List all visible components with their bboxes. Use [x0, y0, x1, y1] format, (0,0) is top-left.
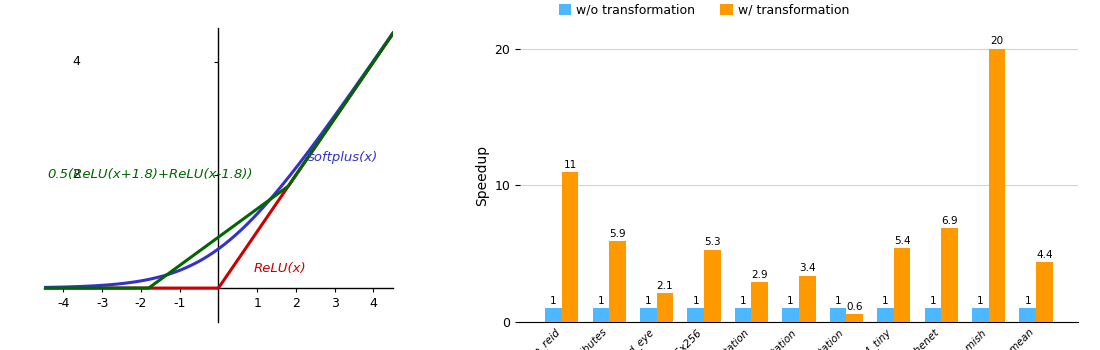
Text: 1: 1: [977, 296, 983, 306]
Bar: [925, 308, 942, 322]
Text: 1: 1: [550, 296, 557, 306]
Text: 1: 1: [930, 296, 936, 306]
Text: 4: 4: [72, 55, 80, 68]
Text: 0.6: 0.6: [846, 302, 862, 312]
Text: 0.5(ReLU(x+1.8)+ReLU(x-1.8)): 0.5(ReLU(x+1.8)+ReLU(x-1.8)): [47, 168, 253, 181]
Text: 5.4: 5.4: [893, 236, 911, 246]
Text: 1: 1: [882, 296, 889, 306]
Bar: [751, 282, 768, 322]
Bar: [989, 49, 1005, 322]
Text: 1: 1: [1024, 296, 1031, 306]
Text: 2: 2: [72, 168, 80, 182]
Text: 2.9: 2.9: [751, 270, 768, 280]
Bar: [704, 250, 720, 322]
Bar: [942, 228, 958, 322]
Text: 1: 1: [597, 296, 604, 306]
Text: 11: 11: [563, 160, 576, 169]
Text: 1: 1: [835, 296, 842, 306]
Bar: [735, 308, 751, 322]
Text: softplus(x): softplus(x): [308, 151, 377, 164]
Bar: [609, 241, 626, 322]
Legend: w/o transformation, w/ transformation: w/o transformation, w/ transformation: [554, 0, 855, 22]
Text: 1: 1: [645, 296, 651, 306]
Y-axis label: Speedup: Speedup: [475, 145, 488, 205]
Text: 1: 1: [693, 296, 700, 306]
Bar: [640, 308, 657, 322]
Bar: [846, 314, 862, 322]
Text: 2.1: 2.1: [657, 281, 673, 291]
Text: ReLU(x): ReLU(x): [253, 262, 306, 275]
Text: 3.4: 3.4: [799, 264, 815, 273]
Text: 1: 1: [740, 296, 747, 306]
Text: 5.3: 5.3: [704, 237, 720, 247]
Bar: [1020, 308, 1036, 322]
Text: 6.9: 6.9: [942, 216, 958, 226]
Bar: [877, 308, 894, 322]
Bar: [782, 308, 799, 322]
Text: 5.9: 5.9: [609, 229, 626, 239]
Bar: [546, 308, 562, 322]
Bar: [688, 308, 704, 322]
Text: 20: 20: [990, 36, 1003, 47]
Bar: [657, 293, 673, 322]
Bar: [829, 308, 846, 322]
Bar: [972, 308, 989, 322]
Bar: [894, 248, 911, 322]
Bar: [593, 308, 609, 322]
Bar: [799, 275, 815, 322]
Bar: [1036, 262, 1053, 322]
Text: 1: 1: [788, 296, 794, 306]
Text: 4.4: 4.4: [1036, 250, 1053, 260]
Bar: [562, 172, 579, 322]
